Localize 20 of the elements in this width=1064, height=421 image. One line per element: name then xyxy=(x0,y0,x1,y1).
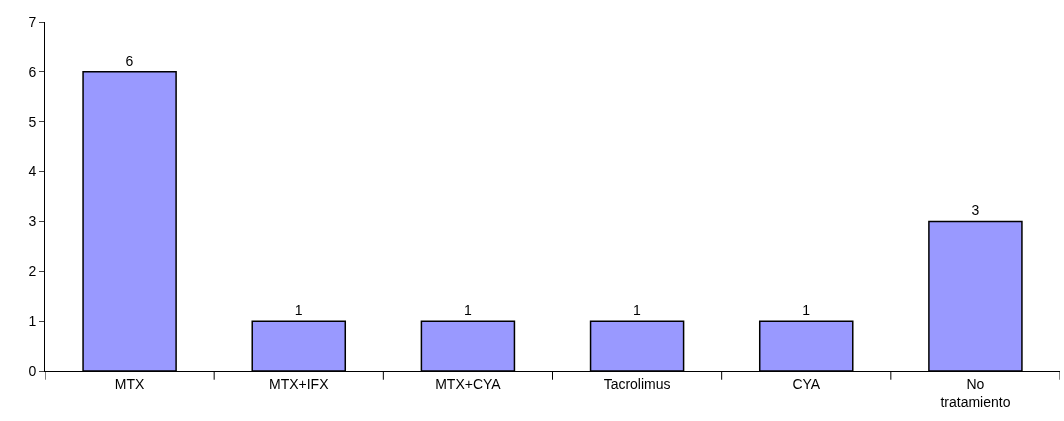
data-label: 3 xyxy=(971,202,980,219)
x-tick-label: Tacrolimus xyxy=(603,375,671,392)
x-tick-label: MTX xyxy=(114,375,146,392)
y-tick-label: 5 xyxy=(28,113,37,130)
y-tick-label: 7 xyxy=(28,13,37,30)
data-label: 1 xyxy=(633,302,642,319)
y-tick-label: 4 xyxy=(28,163,37,180)
data-label: 1 xyxy=(802,302,811,319)
y-tick-label: 0 xyxy=(28,362,37,379)
x-tick-label: CYA xyxy=(792,375,821,392)
data-label: 1 xyxy=(294,302,303,319)
x-tick-label: No tratamiento xyxy=(940,375,1011,410)
y-tick-label: 1 xyxy=(28,313,37,330)
data-label: 1 xyxy=(463,302,472,319)
x-tick-label: MTX+IFX xyxy=(268,375,330,392)
x-tick-label: MTX+CYA xyxy=(435,375,502,392)
y-tick-label: 2 xyxy=(28,263,37,280)
data-label: 6 xyxy=(125,52,134,69)
y-tick-label: 3 xyxy=(28,213,37,230)
y-tick-label: 6 xyxy=(28,63,37,80)
